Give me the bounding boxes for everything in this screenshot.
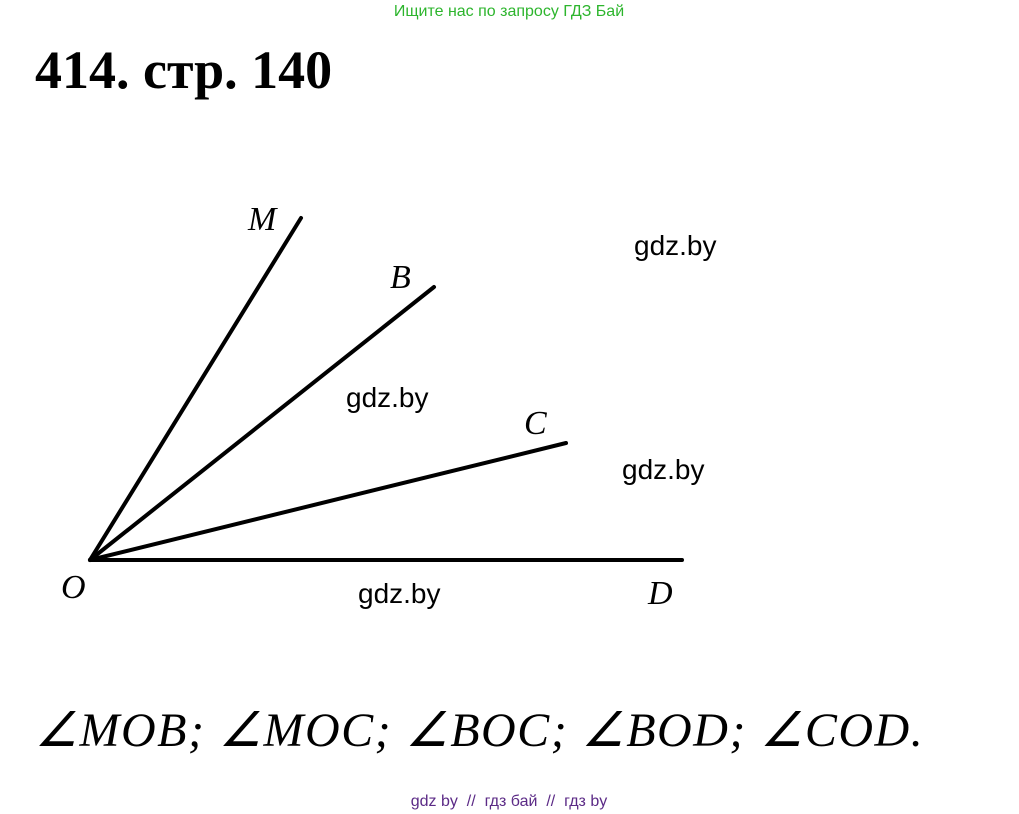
notice: Ищите нас по запросу ГДЗ Бай	[394, 3, 624, 20]
point-label: O	[61, 569, 86, 606]
title: 414. стр. 140	[35, 40, 332, 100]
answer: ∠MOB; ∠MOC; ∠BOC; ∠BOD; ∠COD.	[35, 704, 924, 757]
watermark: gdz.by	[622, 454, 705, 485]
ray-ob	[88, 285, 436, 562]
watermark: gdz.by	[346, 382, 429, 413]
point-label: M	[247, 201, 278, 238]
ray-om	[88, 216, 303, 562]
ray-oc	[88, 441, 568, 562]
point-label: C	[524, 405, 547, 442]
watermark: gdz.by	[634, 230, 717, 261]
point-label: B	[390, 259, 411, 296]
footer: gdz by // гдз бай // гдз by	[411, 793, 607, 810]
point-label: D	[647, 575, 673, 612]
watermark: gdz.by	[358, 578, 441, 609]
rays	[88, 216, 684, 562]
